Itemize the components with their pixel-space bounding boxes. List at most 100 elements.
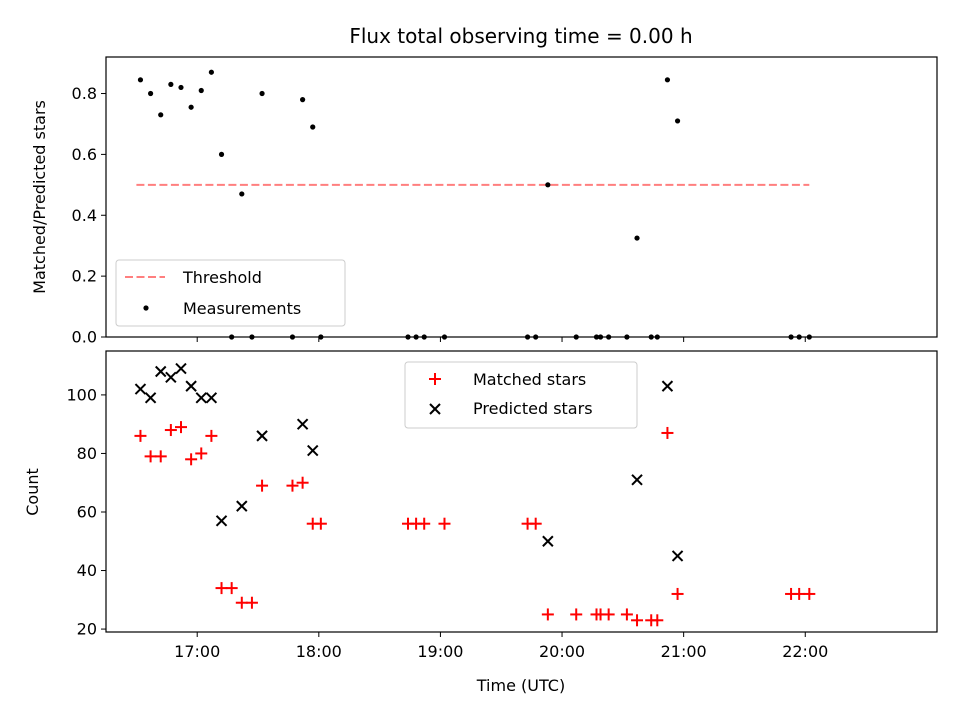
chart-title: Flux total observing time = 0.00 h bbox=[349, 24, 692, 48]
top-plot-frame bbox=[105, 56, 938, 338]
measurement-point bbox=[147, 90, 154, 97]
bottom-y-ticks: 20 40 60 80 100 bbox=[66, 385, 106, 639]
x-tick-label: 21:00 bbox=[661, 642, 707, 661]
count-points bbox=[134, 362, 816, 627]
matched-star-point bbox=[134, 429, 147, 442]
bottom-legend: Matched stars Predicted stars bbox=[404, 361, 638, 429]
bottom-y-tick-label: 80 bbox=[77, 444, 97, 463]
legend-predicted-swatch bbox=[429, 403, 441, 415]
bottom-y-tick-label: 20 bbox=[77, 620, 97, 639]
matched-star-point bbox=[195, 447, 208, 460]
measurement-point bbox=[239, 191, 245, 197]
top-y-tick-label: 0.2 bbox=[72, 267, 97, 286]
predicted-star-point bbox=[661, 380, 674, 392]
legend-threshold-label: Threshold bbox=[182, 268, 262, 287]
top-y-axis-title: Matched/Predicted stars bbox=[30, 100, 49, 294]
legend-predicted-label: Predicted stars bbox=[473, 399, 593, 418]
bottom-y-tick-label: 60 bbox=[77, 502, 97, 521]
measurement-point bbox=[664, 77, 671, 83]
matched-star-point bbox=[185, 453, 198, 466]
bottom-y-axis-title: Count bbox=[23, 468, 42, 516]
matched-star-point bbox=[144, 450, 157, 463]
x-tick-label: 18:00 bbox=[296, 642, 342, 661]
legend-measurements-swatch bbox=[143, 305, 149, 311]
bottom-legend-box bbox=[404, 361, 638, 429]
x-tick-label: 22:00 bbox=[782, 642, 828, 661]
top-y-ticks: 0.0 0.2 0.4 0.6 0.8 bbox=[72, 84, 106, 347]
top-y-tick-label: 0.4 bbox=[72, 206, 97, 225]
matched-star-point bbox=[205, 429, 218, 442]
matched-star-point bbox=[215, 582, 228, 595]
matched-star-point bbox=[286, 479, 299, 492]
matched-star-point bbox=[570, 608, 583, 621]
legend-measurements-label: Measurements bbox=[183, 299, 301, 318]
bottom-y-tick-label: 100 bbox=[66, 385, 97, 404]
matched-star-point bbox=[314, 517, 327, 530]
predicted-star-point bbox=[185, 380, 197, 392]
matched-star-point bbox=[225, 582, 238, 595]
x-tick-label: 19:00 bbox=[417, 642, 463, 661]
bottom-x-ticks: 17:00 18:00 19:00 20:00 21:00 22:00 bbox=[174, 632, 828, 661]
matched-star-point bbox=[296, 476, 309, 489]
x-tick-label: 20:00 bbox=[539, 642, 585, 661]
matched-star-point bbox=[256, 479, 269, 492]
legend-matched-swatch bbox=[429, 373, 441, 385]
top-panel: Flux total observing time = 0.00 h Match… bbox=[30, 24, 938, 347]
matched-star-point bbox=[418, 517, 431, 530]
predicted-star-point bbox=[195, 392, 207, 404]
predicted-star-point bbox=[165, 371, 177, 384]
matched-star-point bbox=[164, 424, 177, 437]
matched-star-point bbox=[245, 596, 258, 609]
matched-star-point bbox=[661, 426, 674, 439]
top-y-tick-label: 0.0 bbox=[72, 328, 97, 347]
measurement-point bbox=[259, 90, 265, 97]
measurement-point bbox=[168, 81, 174, 87]
predicted-star-point bbox=[205, 392, 218, 404]
predicted-star-point bbox=[542, 535, 554, 547]
matched-star-point bbox=[438, 517, 451, 530]
matched-star-point bbox=[793, 587, 806, 600]
measurement-point bbox=[208, 69, 214, 75]
measurement-point bbox=[634, 235, 640, 241]
measurement-point bbox=[545, 182, 551, 188]
bottom-y-tick-label: 40 bbox=[77, 561, 97, 580]
measurement-point bbox=[178, 84, 184, 91]
bottom-plot-frame bbox=[105, 350, 938, 633]
top-y-tick-label: 0.8 bbox=[72, 84, 97, 103]
measurement-point bbox=[137, 77, 144, 83]
matched-star-point bbox=[631, 614, 644, 627]
x-axis-title: Time (UTC) bbox=[476, 676, 565, 695]
x-tick-label: 17:00 bbox=[174, 642, 220, 661]
top-x-tick-marks bbox=[196, 337, 806, 342]
measurement-point bbox=[188, 104, 194, 110]
matched-star-point bbox=[174, 421, 187, 434]
measurement-point bbox=[158, 112, 164, 118]
measurement-point bbox=[310, 124, 316, 130]
matched-star-point bbox=[235, 596, 248, 609]
matched-star-point bbox=[154, 450, 167, 463]
measurement-point bbox=[674, 118, 681, 124]
predicted-star-point bbox=[671, 550, 684, 562]
matched-star-point bbox=[541, 608, 554, 621]
matched-star-point bbox=[803, 587, 816, 600]
matched-star-point bbox=[651, 614, 664, 627]
predicted-star-point bbox=[155, 365, 167, 378]
predicted-star-point bbox=[175, 362, 187, 375]
predicted-star-point bbox=[134, 383, 147, 395]
matched-star-point bbox=[529, 517, 542, 530]
legend-matched-label: Matched stars bbox=[473, 370, 586, 389]
top-y-tick-label: 0.6 bbox=[72, 145, 97, 164]
measurement-point bbox=[198, 87, 204, 94]
matched-star-point bbox=[602, 608, 615, 621]
top-legend-box bbox=[115, 259, 346, 327]
matched-star-point bbox=[620, 608, 633, 621]
predicted-star-point bbox=[215, 515, 228, 527]
predicted-star-point bbox=[144, 392, 157, 404]
predicted-star-point bbox=[631, 474, 643, 486]
top-legend: Threshold Measurements bbox=[115, 259, 346, 327]
matched-star-point bbox=[671, 587, 684, 600]
predicted-star-point bbox=[236, 500, 248, 512]
